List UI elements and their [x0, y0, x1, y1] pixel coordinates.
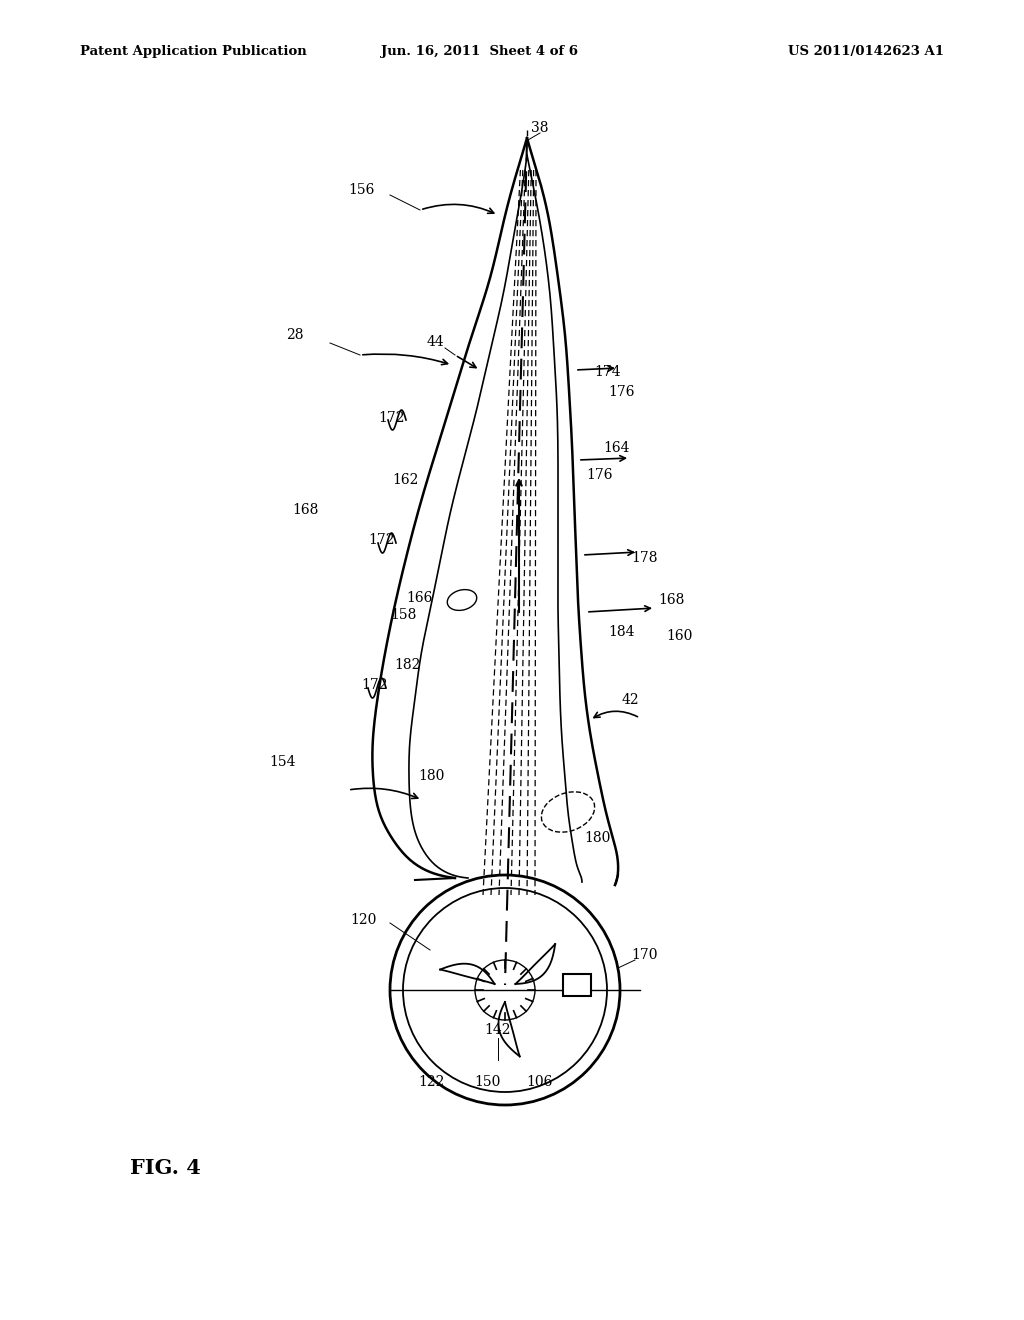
Text: 42: 42	[622, 693, 639, 708]
Text: 168: 168	[292, 503, 318, 517]
Text: 180: 180	[585, 832, 611, 845]
Text: 44: 44	[426, 335, 443, 348]
Text: 184: 184	[608, 624, 635, 639]
Text: 176: 176	[587, 469, 613, 482]
Text: Jun. 16, 2011  Sheet 4 of 6: Jun. 16, 2011 Sheet 4 of 6	[382, 45, 579, 58]
Text: 172: 172	[361, 678, 388, 692]
Text: 176: 176	[608, 385, 635, 399]
Text: 154: 154	[269, 755, 296, 770]
Text: 150: 150	[475, 1074, 501, 1089]
Text: 28: 28	[287, 327, 304, 342]
Text: 106: 106	[526, 1074, 553, 1089]
Text: 170: 170	[632, 948, 658, 962]
Text: US 2011/0142623 A1: US 2011/0142623 A1	[788, 45, 944, 58]
Text: 178: 178	[632, 550, 658, 565]
Text: 180: 180	[419, 770, 445, 783]
Text: 38: 38	[531, 121, 549, 135]
Text: 162: 162	[392, 473, 418, 487]
Text: 166: 166	[407, 591, 433, 605]
Text: 142: 142	[484, 1023, 511, 1038]
Text: 158: 158	[390, 609, 416, 622]
Text: Patent Application Publication: Patent Application Publication	[80, 45, 307, 58]
Text: 164: 164	[604, 441, 630, 455]
Text: 174: 174	[595, 366, 622, 379]
Text: 168: 168	[658, 593, 685, 607]
Text: 182: 182	[395, 657, 421, 672]
Text: 120: 120	[350, 913, 376, 927]
Text: FIG. 4: FIG. 4	[130, 1158, 201, 1177]
Text: 156: 156	[349, 183, 375, 197]
Text: 172: 172	[379, 411, 406, 425]
FancyBboxPatch shape	[563, 974, 591, 997]
Text: 122: 122	[419, 1074, 445, 1089]
Text: 160: 160	[667, 630, 693, 643]
Text: 172: 172	[369, 533, 395, 546]
